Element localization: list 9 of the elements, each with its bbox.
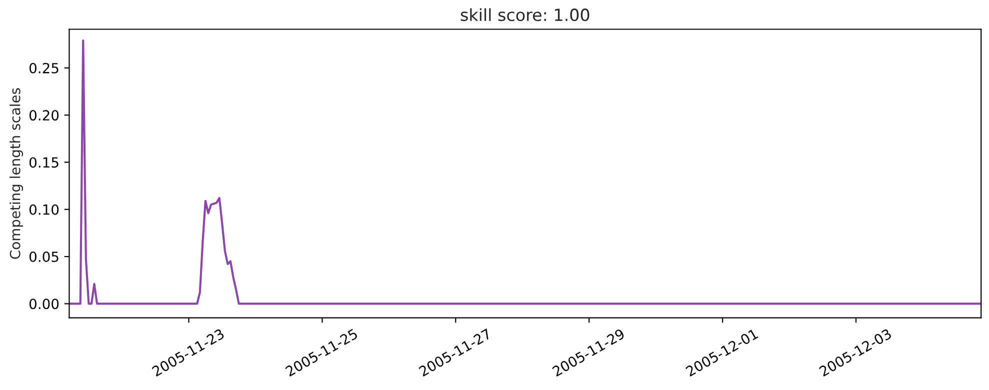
y-tick-label: 0.15 bbox=[30, 157, 58, 168]
line-series bbox=[69, 40, 982, 305]
y-tick-label: 0.25 bbox=[30, 62, 58, 74]
y-tick-label: 0.20 bbox=[30, 110, 59, 121]
y-tick-label: 0.05 bbox=[30, 252, 58, 262]
y-tick-label: 0.00 bbox=[30, 298, 59, 310]
y-tick-label: 0.10 bbox=[30, 204, 59, 215]
chart-title: skill score: 1.00 bbox=[460, 8, 590, 22]
y-axis-title: Competing length scales bbox=[10, 88, 24, 259]
